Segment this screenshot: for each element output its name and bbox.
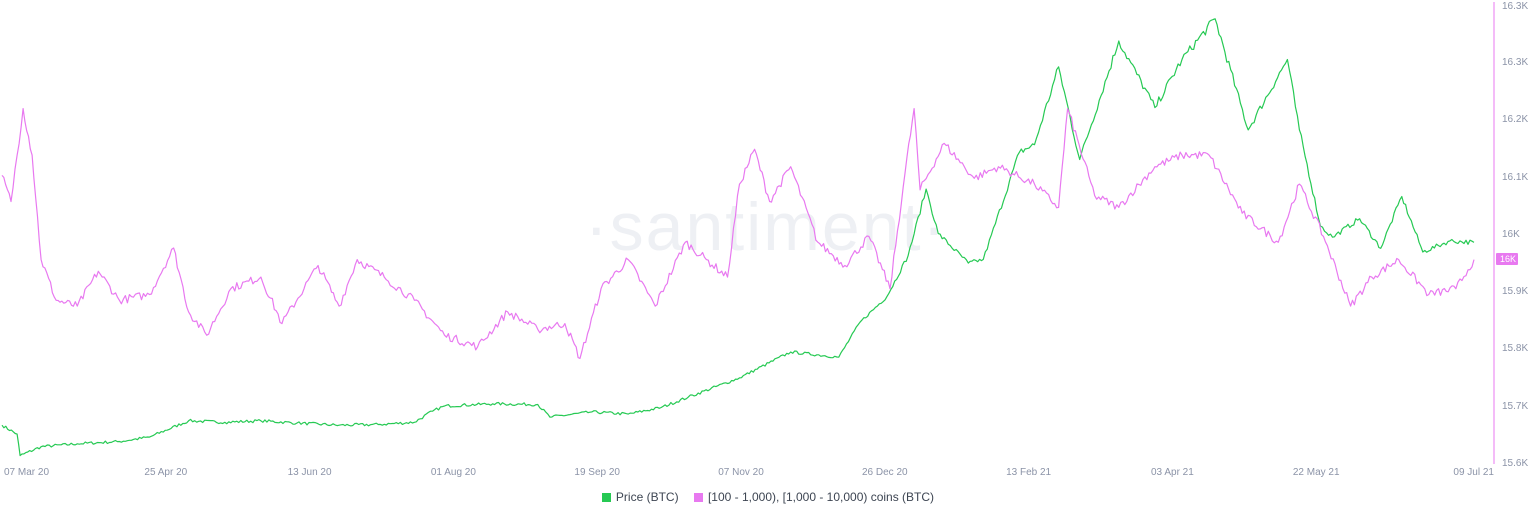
x-tick-label: 09 Jul 21 — [1453, 467, 1494, 478]
x-tick-label: 26 Dec 20 — [862, 467, 908, 478]
x-tick-label: 01 Aug 20 — [431, 467, 476, 478]
y-tick-label: 15.7K — [1502, 401, 1528, 412]
x-tick-label: 13 Jun 20 — [288, 467, 332, 478]
holders-swatch — [693, 493, 703, 502]
legend-price-label: Price (BTC) — [615, 490, 679, 504]
current-value-label: 16K — [1500, 254, 1516, 264]
y-tick-label: 16.3K — [1502, 1, 1528, 12]
x-tick-label: 07 Nov 20 — [718, 467, 764, 478]
series-lines — [1, 18, 1475, 457]
x-tick-label: 19 Sep 20 — [574, 467, 620, 478]
holders-series-line — [1, 107, 1475, 359]
x-tick-label: 25 Apr 20 — [144, 467, 187, 478]
current-value-badge: 16K — [1496, 253, 1518, 265]
santiment-watermark: ·santiment· — [585, 189, 947, 265]
legend-item-price[interactable]: Price (BTC) — [601, 490, 679, 504]
y-tick-label: 15.9K — [1502, 286, 1528, 297]
x-tick-label: 13 Feb 21 — [1006, 467, 1051, 478]
y-tick-label: 15.8K — [1502, 343, 1528, 354]
y-tick-label: 15.6K — [1502, 458, 1528, 469]
legend-holders-label: [100 - 1,000), [1,000 - 10,000) coins (B… — [707, 490, 935, 504]
x-tick-label: 22 May 21 — [1293, 467, 1340, 478]
x-tick-label: 03 Apr 21 — [1151, 467, 1194, 478]
price-swatch — [601, 493, 611, 502]
line-chart: ·santiment· 16.3K 16.3K 16.2K 16.1K 16K 15.9K… — [1, 1, 1528, 478]
x-tick-label: 07 Mar 20 — [4, 467, 49, 478]
y-tick-label: 16.3K — [1502, 57, 1528, 68]
price-series-line — [1, 18, 1475, 457]
legend-item-holders[interactable]: [100 - 1,000), [1,000 - 10,000) coins (B… — [693, 490, 935, 504]
x-axis-ticks: 07 Mar 20 25 Apr 20 13 Jun 20 01 Aug 20 19 S… — [4, 467, 1494, 478]
y-tick-label: 16.2K — [1502, 114, 1528, 125]
y-tick-label: 16K — [1502, 229, 1520, 240]
right-axis-ticks: 16.3K 16.3K 16.2K 16.1K 16K 15.9K 15.8K 15.7K 15… — [1502, 1, 1528, 469]
y-tick-label: 16.1K — [1502, 172, 1528, 183]
chart-legend: Price (BTC) [100 - 1,000), [1,000 - 10,0… — [0, 490, 1536, 504]
